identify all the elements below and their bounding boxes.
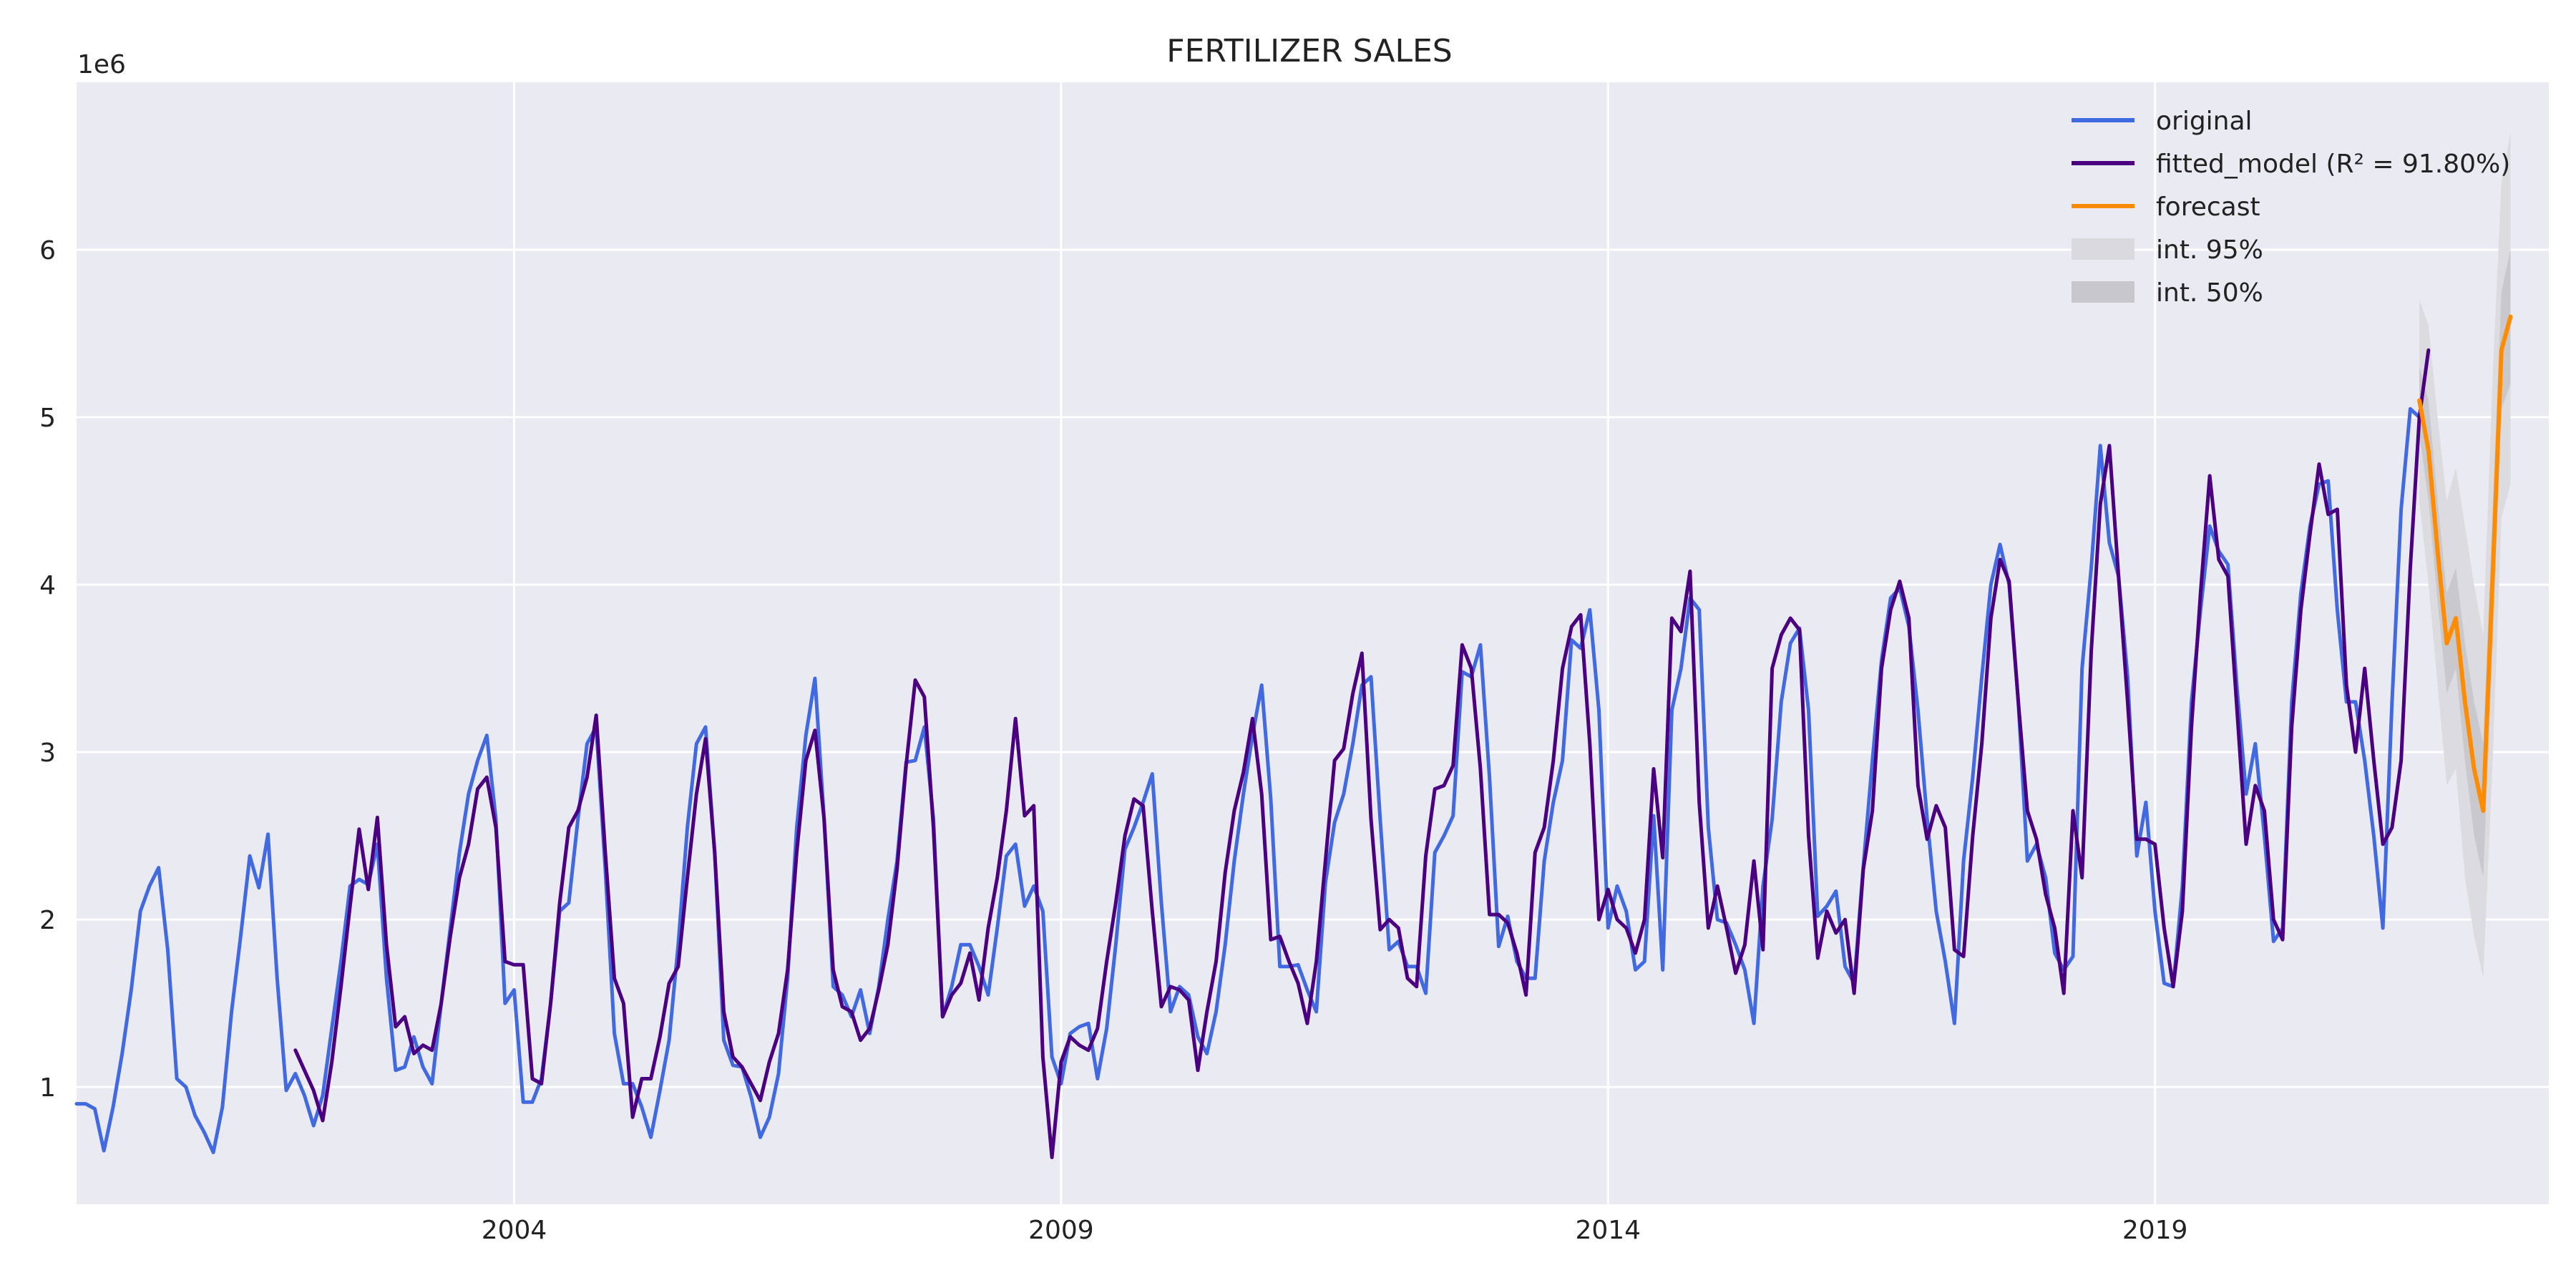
y-tick-label: 3 xyxy=(39,738,56,768)
y-tick-label: 5 xyxy=(39,404,56,433)
y-tick-label: 2 xyxy=(39,906,56,935)
legend-entry: forecast xyxy=(2072,192,2260,222)
legend-entry: int. 95% xyxy=(2072,235,2263,265)
legend-entry: original xyxy=(2072,107,2253,136)
x-tick-label: 2019 xyxy=(2122,1216,2188,1245)
forecast-series-line xyxy=(2417,314,2513,813)
y-tick-label: 6 xyxy=(39,236,56,265)
x-tick-label: 2004 xyxy=(482,1216,547,1245)
series-lines xyxy=(74,314,2513,1159)
y-tick-label: 4 xyxy=(39,571,56,600)
legend-label: int. 95% xyxy=(2156,235,2263,265)
plot-area xyxy=(77,82,2549,1204)
legend-label: original xyxy=(2156,107,2253,136)
x-tick-label: 2014 xyxy=(1575,1216,1641,1245)
y-tick-labels: 1 2 3 4 5 6 xyxy=(39,236,56,1103)
legend-band-swatch xyxy=(2072,281,2135,303)
legend: original fitted_model (R² = 91.80%) foreca… xyxy=(2072,107,2510,308)
y-tick-label: 1 xyxy=(39,1073,56,1103)
legend-label: fitted_model (R² = 91.80%) xyxy=(2156,150,2510,179)
interval-95-band xyxy=(2419,132,2511,979)
legend-band-swatch xyxy=(2072,238,2135,260)
y-scale-label: 1e6 xyxy=(77,50,126,79)
x-tick-labels: 2004 2009 2014 2019 xyxy=(482,1216,2188,1245)
x-tick-label: 2009 xyxy=(1028,1216,1094,1245)
fitted-series-line xyxy=(293,348,2431,1159)
legend-label: int. 50% xyxy=(2156,278,2263,308)
chart-title: FERTILIZER SALES xyxy=(1166,33,1452,69)
original-series-line xyxy=(74,406,2421,1154)
legend-entry: int. 50% xyxy=(2072,278,2263,308)
legend-entry: fitted_model (R² = 91.80%) xyxy=(2072,150,2510,179)
legend-label: forecast xyxy=(2156,192,2260,222)
